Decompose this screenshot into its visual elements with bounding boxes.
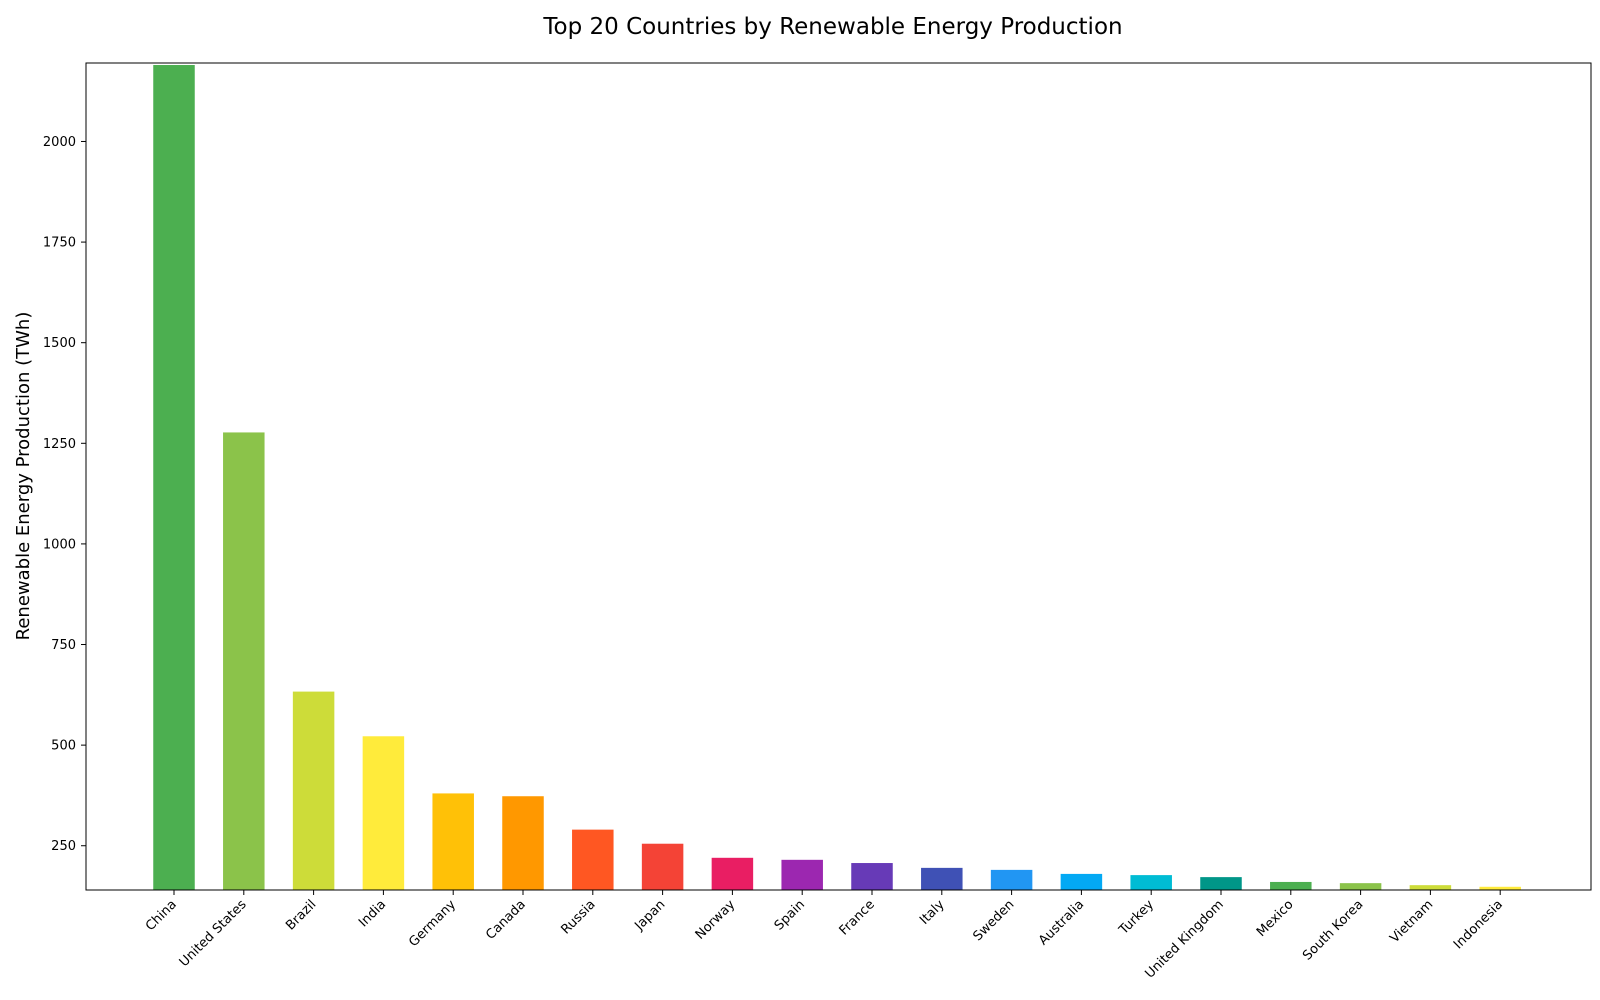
bar-united-kingdom	[1200, 877, 1242, 890]
plot-frame	[85, 62, 1592, 891]
bar-italy	[921, 867, 963, 890]
x-tick-label: Spain	[772, 897, 808, 933]
x-tick-label: France	[837, 897, 878, 938]
x-tick-label: Canada	[483, 897, 529, 943]
chart-title: Top 20 Countries by Renewable Energy Pro…	[542, 14, 1122, 40]
bar-mexico	[1270, 881, 1312, 890]
x-tick-label: Indonesia	[1451, 897, 1506, 952]
x-tick-label: Vietnam	[1387, 897, 1436, 946]
bar-sweden	[990, 869, 1033, 890]
bar-russia	[572, 829, 614, 890]
y-tick-label: 750	[51, 638, 76, 653]
bar-germany	[432, 793, 474, 890]
x-tick-label: Sweden	[970, 897, 1017, 944]
y-tick-label: 1500	[43, 336, 76, 351]
bar-india	[362, 736, 405, 890]
bar-canada	[502, 796, 544, 890]
y-tick-label: 1250	[43, 437, 76, 452]
x-tick-label: United Kingdom	[1142, 897, 1226, 981]
x-tick-label: South Korea	[1300, 897, 1366, 963]
bar-australia	[1060, 873, 1103, 890]
bar-china	[153, 65, 195, 891]
x-tick-label: Brazil	[283, 897, 319, 933]
x-tick-label: Italy	[917, 897, 948, 928]
y-tick-label: 250	[51, 839, 76, 854]
bar-brazil	[292, 691, 335, 890]
bar-japan	[641, 843, 684, 890]
bar-norway	[711, 857, 754, 890]
x-tick-label: Germany	[406, 897, 459, 950]
bar-south-korea	[1339, 883, 1382, 890]
x-tick-label: Mexico	[1254, 897, 1297, 940]
y-axis-label: Renewable Energy Production (TWh)	[13, 312, 34, 641]
x-tick-label: India	[356, 897, 389, 930]
x-tick-label: Turkey	[1116, 897, 1157, 938]
bar-spain	[781, 859, 823, 890]
x-tick-label: Russia	[558, 897, 598, 937]
y-axis: 250 500 750 1000 1250 1500 1750 2000	[43, 135, 86, 854]
y-tick-label: 2000	[43, 135, 76, 150]
y-tick-label: 1750	[43, 236, 76, 251]
y-tick-label: 500	[51, 739, 76, 754]
bar-vietnam	[1409, 885, 1452, 890]
x-tick-label: Australia	[1036, 897, 1087, 948]
bar-france	[851, 863, 893, 890]
x-tick-label: Norway	[693, 897, 739, 943]
x-tick-label: United States	[177, 897, 250, 970]
x-tick-label: China	[143, 897, 180, 934]
bar-indonesia	[1479, 886, 1521, 890]
x-tick-label: Japan	[631, 897, 668, 934]
bar-united-states	[223, 432, 265, 890]
y-tick-label: 1000	[43, 537, 76, 552]
bar-turkey	[1130, 875, 1172, 890]
bars-group	[153, 65, 1521, 891]
